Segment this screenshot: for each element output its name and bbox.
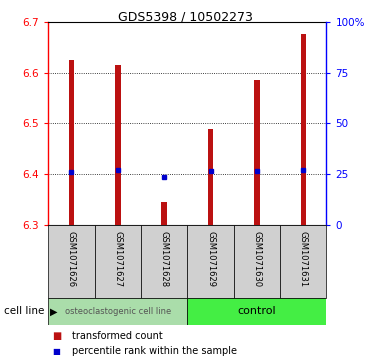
Bar xyxy=(161,202,167,225)
Text: osteoclastogenic cell line: osteoclastogenic cell line xyxy=(65,307,171,316)
Bar xyxy=(301,34,306,225)
Text: ▶: ▶ xyxy=(50,306,58,316)
Bar xyxy=(234,225,280,298)
Bar xyxy=(254,80,260,225)
Bar xyxy=(187,298,326,325)
Bar xyxy=(69,60,74,225)
Text: ■: ■ xyxy=(52,331,61,341)
Text: GSM1071631: GSM1071631 xyxy=(299,231,308,287)
Text: GSM1071627: GSM1071627 xyxy=(113,231,122,287)
Bar xyxy=(95,225,141,298)
Text: transformed count: transformed count xyxy=(72,331,163,341)
Text: cell line: cell line xyxy=(4,306,45,316)
Text: control: control xyxy=(237,306,276,316)
Bar xyxy=(187,225,234,298)
Text: GSM1071630: GSM1071630 xyxy=(252,231,262,287)
Bar xyxy=(48,225,95,298)
Text: percentile rank within the sample: percentile rank within the sample xyxy=(72,346,237,356)
Text: GSM1071628: GSM1071628 xyxy=(160,231,169,287)
Text: ■: ■ xyxy=(52,347,60,356)
Bar xyxy=(208,129,213,225)
Bar xyxy=(280,225,326,298)
Bar xyxy=(115,65,121,225)
Text: GDS5398 / 10502273: GDS5398 / 10502273 xyxy=(118,11,253,24)
Text: GSM1071626: GSM1071626 xyxy=(67,231,76,287)
Text: GSM1071629: GSM1071629 xyxy=(206,231,215,287)
Bar xyxy=(141,225,187,298)
Bar xyxy=(48,298,187,325)
